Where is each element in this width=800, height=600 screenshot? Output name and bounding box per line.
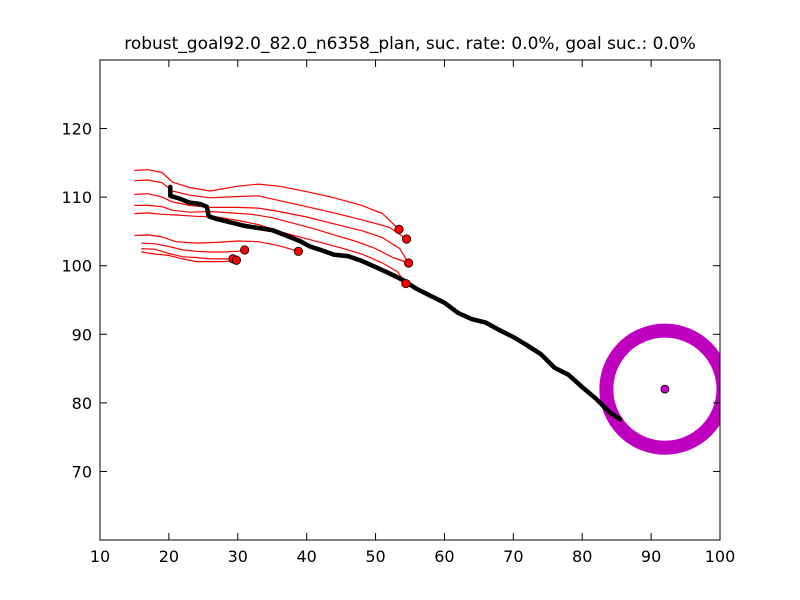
x-tick-label-30: 30 — [228, 547, 248, 566]
trajectory-line-4 — [134, 204, 409, 264]
planned-path — [168, 184, 623, 422]
trajectory-endpoint-6 — [240, 245, 250, 255]
x-tick-label-50: 50 — [365, 547, 385, 566]
trajectory-endpoint-8 — [231, 255, 241, 265]
y-tick-label-120: 120 — [61, 120, 92, 139]
tick-layer: 10 20 30 40 50 60 70 80 90 100 70 80 90 100 110 120 — [61, 60, 735, 566]
trajectory-endpoint-1 — [394, 224, 404, 234]
data-layer — [134, 169, 720, 455]
x-tick-label-60: 60 — [434, 547, 454, 566]
trajectory-line-2 — [134, 179, 407, 240]
x-tick-label-70: 70 — [503, 547, 523, 566]
trajectory-line-9 — [141, 251, 237, 263]
trajectory-line-1 — [134, 169, 400, 230]
trajectory-line-3 — [134, 193, 410, 264]
chart-title: robust_goal92.0_82.0_n6358_plan, suc. ra… — [124, 34, 696, 54]
trajectory-line-7 — [141, 242, 245, 253]
trajectory-line-8 — [141, 248, 233, 260]
y-tick-label-100: 100 — [61, 257, 92, 276]
trajectory-endpoint-4 — [401, 278, 411, 289]
y-tick-label-80: 80 — [72, 394, 92, 413]
axes-frame — [99, 59, 721, 541]
trajectory-endpoint-3 — [404, 258, 414, 268]
trajectory-endpoint-5 — [293, 246, 303, 256]
y-tick-label-90: 90 — [72, 325, 92, 344]
x-tick-label-80: 80 — [572, 547, 592, 566]
trajectory-endpoint-2 — [401, 234, 412, 244]
y-tick-label-70: 70 — [72, 462, 92, 481]
x-tick-label-10: 10 — [90, 547, 110, 566]
y-tick-label-110: 110 — [61, 188, 92, 207]
x-tick-label-20: 20 — [159, 547, 179, 566]
x-tick-label-100: 100 — [705, 547, 736, 566]
point-layer — [228, 224, 670, 394]
x-tick-label-40: 40 — [296, 547, 316, 566]
x-tick-label-90: 90 — [641, 547, 661, 566]
trajectory-line-6 — [134, 234, 299, 252]
goal-region-ring — [599, 323, 720, 455]
goal-center-marker — [660, 384, 670, 394]
